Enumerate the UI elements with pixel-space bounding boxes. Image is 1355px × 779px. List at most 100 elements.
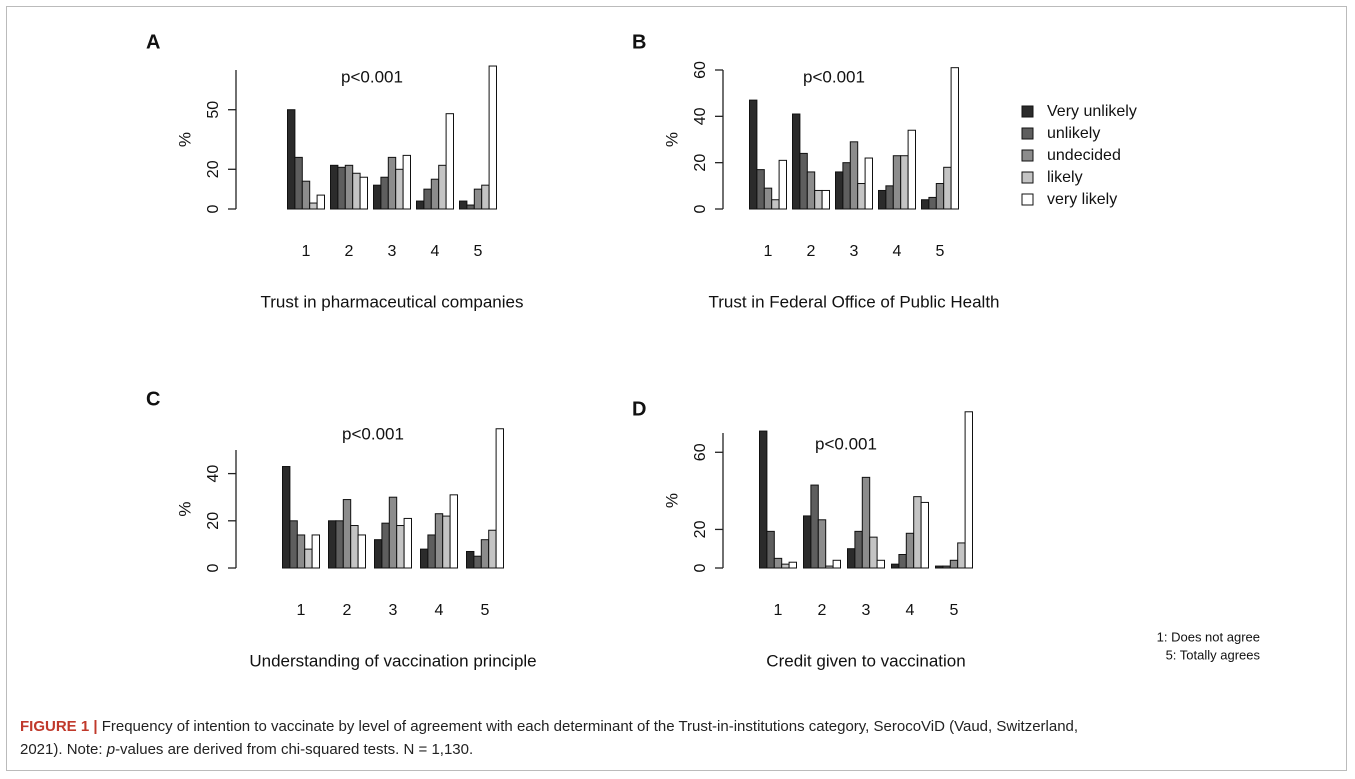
bar [964, 411, 973, 569]
bar [950, 67, 959, 210]
x-tick-label: 5 [474, 243, 483, 260]
bar [847, 548, 856, 569]
bar [876, 559, 885, 569]
y-tick-label: 60 [692, 61, 709, 79]
bar [359, 176, 369, 210]
bar [328, 520, 337, 569]
bar [434, 513, 444, 569]
bar [907, 129, 916, 210]
x-tick-label: 3 [388, 243, 397, 260]
bar [342, 499, 352, 569]
bar [898, 554, 907, 569]
y-tick-label: 0 [692, 563, 709, 572]
bar [892, 155, 902, 210]
bar [495, 428, 505, 569]
bar [781, 563, 790, 569]
panel-letter: A [146, 31, 160, 53]
legend-label: Very unlikely [1047, 103, 1137, 120]
bar [814, 189, 823, 210]
bar [416, 200, 425, 210]
panel-letter: D [632, 398, 646, 420]
bar [423, 188, 432, 210]
y-tick-label: 60 [692, 443, 709, 461]
bar [832, 559, 841, 569]
bar [905, 532, 915, 569]
caption-italic: p [106, 741, 116, 758]
bar [949, 559, 959, 569]
figure: Ap<0.001% Trust in pharmaceutical compani… [146, 31, 1260, 670]
bar [357, 534, 367, 569]
y-axis-label: % [175, 132, 194, 147]
bar [825, 565, 834, 569]
annotation: p<0.001 [342, 424, 404, 443]
bar [330, 164, 339, 210]
bar [799, 152, 808, 210]
legend-label: very likely [1047, 191, 1117, 208]
bar [835, 171, 844, 210]
bar [857, 183, 866, 210]
bar [403, 517, 413, 569]
bar [387, 156, 397, 210]
bar [792, 113, 801, 210]
y-tick-label: 20 [692, 154, 709, 172]
bar [488, 529, 497, 569]
annotation: p<0.001 [815, 434, 877, 453]
bar [900, 155, 909, 210]
legend-swatch [1021, 105, 1034, 118]
bar [344, 164, 354, 210]
caption-line: FIGURE 1 | Frequency of intention to vac… [20, 718, 1078, 735]
bar [763, 187, 773, 210]
x-axis-label: Trust in Federal Office of Public Health [708, 292, 999, 311]
y-tick-label: 0 [205, 204, 222, 213]
bar [335, 520, 344, 569]
bar [788, 561, 797, 569]
x-tick-label: 2 [345, 243, 354, 260]
caption-text: Frequency of intention to vaccinate by l… [97, 718, 1079, 735]
bar [473, 555, 482, 569]
note: 1: Does not agree [1157, 629, 1260, 644]
bar [316, 194, 326, 210]
x-tick-label: 1 [774, 602, 783, 619]
bar [311, 534, 321, 569]
bar [771, 199, 780, 210]
bar [481, 184, 490, 210]
caption-label: FIGURE 1 | [20, 718, 98, 735]
bar [878, 189, 887, 210]
legend-swatch [1021, 149, 1034, 162]
bar [480, 539, 490, 569]
x-tick-label: 3 [862, 602, 871, 619]
x-tick-label: 2 [807, 243, 816, 260]
y-tick-label: 0 [205, 563, 222, 572]
y-tick-label: 50 [205, 101, 222, 119]
x-tick-label: 1 [764, 243, 773, 260]
bar [430, 178, 440, 210]
bar [778, 159, 787, 210]
y-tick-label: 20 [205, 512, 222, 530]
bar [373, 184, 382, 210]
x-tick-label: 5 [481, 602, 490, 619]
bar [459, 200, 468, 210]
bar [388, 496, 398, 569]
bar [442, 515, 451, 569]
panel-letter: C [146, 388, 160, 410]
bar [309, 202, 318, 210]
x-axis-label: Trust in pharmaceutical companies [261, 292, 524, 311]
bar [296, 534, 306, 569]
bar [821, 189, 830, 210]
bar [773, 557, 783, 569]
x-tick-label: 2 [818, 602, 827, 619]
bar [943, 166, 952, 210]
bar [861, 476, 871, 569]
y-tick-label: 0 [692, 204, 709, 213]
bar [488, 65, 498, 210]
bar [282, 466, 291, 569]
bar [350, 525, 359, 569]
y-tick-label: 40 [205, 465, 222, 483]
bar [445, 113, 455, 210]
x-tick-label: 3 [850, 243, 859, 260]
bar [438, 164, 447, 210]
y-axis-label: % [662, 132, 681, 147]
x-tick-label: 1 [297, 602, 306, 619]
bar [817, 519, 827, 569]
